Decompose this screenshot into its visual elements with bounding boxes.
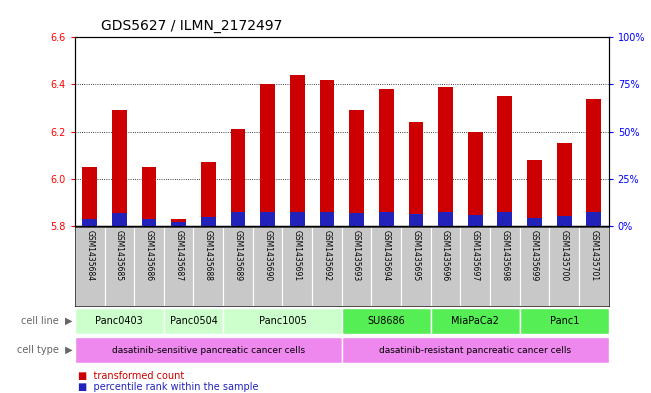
Bar — [193, 227, 223, 306]
Bar — [342, 227, 372, 306]
Bar — [460, 227, 490, 306]
Bar — [431, 308, 519, 334]
Bar — [201, 217, 215, 226]
Bar — [587, 99, 602, 226]
Text: GSM1435688: GSM1435688 — [204, 230, 213, 281]
Bar — [164, 227, 193, 306]
Text: GSM1435691: GSM1435691 — [293, 230, 302, 281]
Bar — [283, 227, 312, 306]
Text: GSM1435686: GSM1435686 — [145, 230, 154, 281]
Bar — [409, 122, 423, 226]
Bar — [349, 110, 364, 226]
Bar — [587, 212, 602, 226]
Text: GSM1435690: GSM1435690 — [263, 230, 272, 281]
Text: dasatinib-sensitive pancreatic cancer cells: dasatinib-sensitive pancreatic cancer ce… — [112, 346, 305, 354]
Bar — [260, 84, 275, 226]
Bar — [320, 80, 335, 226]
Text: GSM1435687: GSM1435687 — [174, 230, 183, 281]
Bar — [519, 227, 549, 306]
Bar — [253, 227, 283, 306]
Text: GSM1435692: GSM1435692 — [322, 230, 331, 281]
Text: ■  transformed count: ■ transformed count — [78, 371, 184, 381]
Bar — [75, 227, 105, 306]
Text: cell type  ▶: cell type ▶ — [18, 345, 73, 355]
Text: GSM1435693: GSM1435693 — [352, 230, 361, 281]
Bar — [112, 110, 127, 226]
Text: GSM1435697: GSM1435697 — [471, 230, 480, 281]
Bar — [409, 214, 423, 226]
Bar — [105, 227, 134, 306]
Bar — [527, 160, 542, 226]
Bar — [431, 227, 460, 306]
Text: cell line  ▶: cell line ▶ — [21, 316, 73, 326]
Bar — [290, 212, 305, 226]
Text: Panc0504: Panc0504 — [169, 316, 217, 326]
Bar — [342, 337, 609, 364]
Text: GDS5627 / ILMN_2172497: GDS5627 / ILMN_2172497 — [101, 19, 283, 33]
Bar — [438, 212, 453, 226]
Bar — [438, 87, 453, 226]
Bar — [164, 308, 223, 334]
Text: Panc1: Panc1 — [549, 316, 579, 326]
Text: Panc0403: Panc0403 — [96, 316, 143, 326]
Text: GSM1435684: GSM1435684 — [85, 230, 94, 281]
Bar — [112, 213, 127, 226]
Bar — [223, 308, 342, 334]
Bar — [497, 212, 512, 226]
Text: GSM1435689: GSM1435689 — [234, 230, 242, 281]
Text: ■  percentile rank within the sample: ■ percentile rank within the sample — [78, 382, 258, 393]
Bar — [527, 218, 542, 226]
Bar — [290, 75, 305, 226]
Bar — [142, 219, 156, 226]
Bar — [82, 219, 97, 226]
Bar — [171, 222, 186, 226]
Bar — [549, 227, 579, 306]
Bar — [468, 132, 482, 226]
Bar — [379, 89, 394, 226]
Bar — [519, 308, 609, 334]
Bar — [171, 219, 186, 226]
Bar — [557, 143, 572, 226]
Bar — [379, 212, 394, 226]
Bar — [260, 212, 275, 226]
Bar — [342, 308, 431, 334]
Text: MiaPaCa2: MiaPaCa2 — [451, 316, 499, 326]
Bar — [497, 96, 512, 226]
Bar — [75, 337, 342, 364]
Text: SU8686: SU8686 — [367, 316, 405, 326]
Bar — [557, 216, 572, 226]
Bar — [349, 213, 364, 226]
Bar — [312, 227, 342, 306]
Bar — [230, 129, 245, 226]
Text: GSM1435699: GSM1435699 — [530, 230, 539, 281]
Bar — [579, 227, 609, 306]
Text: GSM1435696: GSM1435696 — [441, 230, 450, 281]
Text: GSM1435698: GSM1435698 — [501, 230, 509, 281]
Text: GSM1435695: GSM1435695 — [411, 230, 421, 281]
Text: GSM1435700: GSM1435700 — [560, 230, 569, 281]
Bar — [142, 167, 156, 226]
Text: GSM1435694: GSM1435694 — [381, 230, 391, 281]
Bar — [468, 215, 482, 226]
Bar — [490, 227, 519, 306]
Bar — [230, 212, 245, 226]
Bar — [82, 167, 97, 226]
Bar — [401, 227, 431, 306]
Text: Panc1005: Panc1005 — [258, 316, 307, 326]
Bar — [134, 227, 164, 306]
Bar — [75, 308, 164, 334]
Text: GSM1435685: GSM1435685 — [115, 230, 124, 281]
Bar — [372, 227, 401, 306]
Text: GSM1435701: GSM1435701 — [589, 230, 598, 281]
Bar — [201, 162, 215, 226]
Text: dasatinib-resistant pancreatic cancer cells: dasatinib-resistant pancreatic cancer ce… — [379, 346, 572, 354]
Bar — [320, 212, 335, 226]
Bar — [223, 227, 253, 306]
